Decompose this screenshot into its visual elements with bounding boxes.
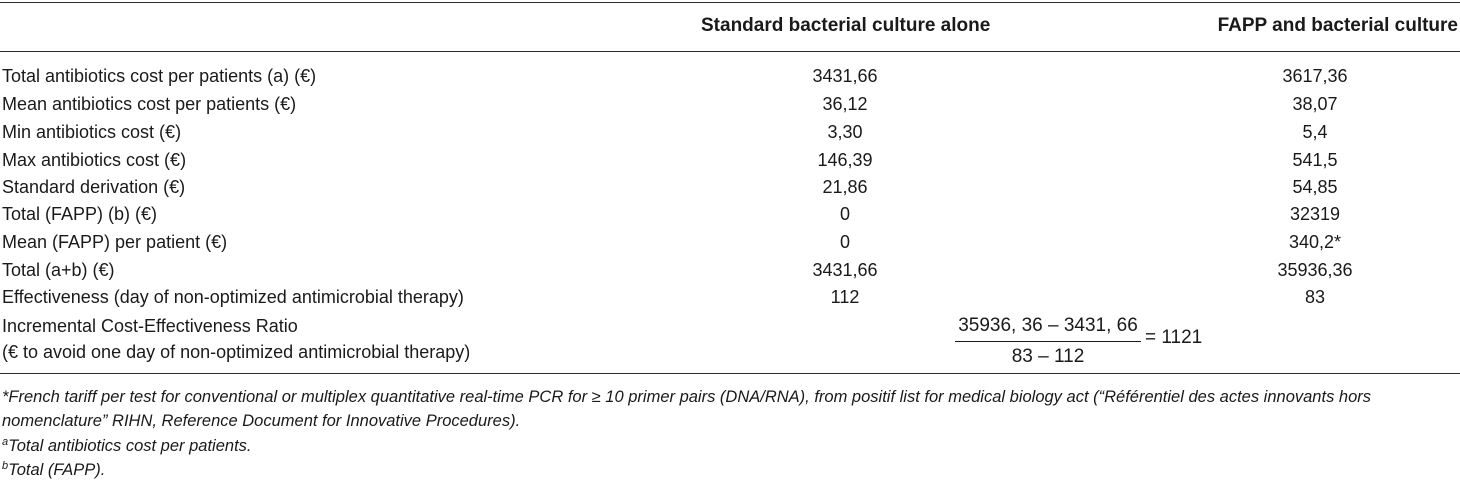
table-top-rule [0, 2, 1460, 3]
cell-fapp-culture: 38,07 [1292, 94, 1338, 114]
cell-standard-culture: 3,30 [827, 122, 863, 142]
cell-fapp-culture: 83 [1304, 287, 1326, 307]
cell-standard-culture: 112 [830, 287, 860, 307]
cell-standard-culture: 3431,66 [812, 66, 878, 86]
cell-standard-culture: 0 [839, 204, 850, 224]
table-row: Min antibiotics cost (€) 3,30 5,4 [0, 118, 1460, 146]
footnote-star-line2: nomenclature” RIHN, Reference Document f… [2, 412, 521, 430]
footnote-b-mark: b [2, 460, 9, 472]
table-row: Total (FAPP) (b) (€) 0 32319 [0, 200, 1460, 228]
table-bottom-rule [0, 373, 1460, 374]
footnote-a: aTotal antibiotics cost per patients. [2, 434, 251, 458]
cell-standard-culture: 3431,66 [812, 260, 878, 280]
cell-fapp-culture: 541,5 [1292, 150, 1338, 170]
row-label: Total (FAPP) (b) (€) [2, 204, 158, 224]
cell-standard-culture: 21,86 [822, 177, 868, 197]
footnote-b: bTotal (FAPP). [2, 458, 105, 482]
fraction-bar [955, 341, 1141, 342]
cell-fapp-culture: 54,85 [1292, 177, 1338, 197]
row-label: Standard derivation (€) [2, 177, 186, 197]
row-label: Mean (FAPP) per patient (€) [2, 232, 228, 252]
row-label: Effectiveness (day of non-optimized anti… [2, 287, 464, 307]
row-label: Mean antibiotics cost per patients (€) [2, 94, 297, 114]
footnote-a-text: Total antibiotics cost per patients. [8, 437, 252, 455]
table-row: Max antibiotics cost (€) 146,39 541,5 [0, 146, 1460, 174]
table-row: Effectiveness (day of non-optimized anti… [0, 283, 1460, 311]
row-label: Total (a+b) (€) [2, 260, 115, 280]
cell-fapp-culture: 32319 [1289, 204, 1341, 224]
row-label: Total antibiotics cost per patients (a) … [2, 66, 317, 86]
table-row: Mean (FAPP) per patient (€) 0 340,2* [0, 228, 1460, 256]
table-row: Total antibiotics cost per patients (a) … [0, 62, 1460, 90]
cell-standard-culture: 36,12 [822, 94, 868, 114]
icer-numerator: 35936, 36 – 3431, 66 [958, 315, 1138, 336]
cell-fapp-culture: 340,2* [1288, 232, 1342, 252]
table-row: Standard derivation (€) 21,86 54,85 [0, 173, 1460, 201]
footnote-a-mark: a [2, 436, 9, 448]
row-label: Max antibiotics cost (€) [2, 150, 187, 170]
icer-result: = 1121 [1145, 327, 1203, 348]
cell-fapp-culture: 3617,36 [1282, 66, 1348, 86]
cell-fapp-culture: 5,4 [1302, 122, 1328, 142]
icer-fraction: 35936, 36 – 3431, 66 83 – 112 [955, 313, 1141, 370]
table-row: Mean antibiotics cost per patients (€) 3… [0, 90, 1460, 118]
footnote-b-text: Total (FAPP). [8, 461, 106, 479]
row-label: Min antibiotics cost (€) [2, 122, 182, 142]
footnote-star-line1: *French tariff per test for conventional… [2, 388, 1372, 406]
icer-denominator: 83 – 112 [1011, 346, 1085, 367]
cell-fapp-culture: 35936,36 [1277, 260, 1353, 280]
icer-label-line2: (€ to avoid one day of non-optimized ant… [2, 342, 471, 362]
column-header-fapp-culture: FAPP and bacterial culture [1217, 15, 1458, 36]
header-separator-rule [0, 51, 1460, 52]
cell-standard-culture: 146,39 [817, 150, 873, 170]
icer-label-line1: Incremental Cost-Effectiveness Ratio [2, 316, 298, 336]
cell-standard-culture: 0 [839, 232, 850, 252]
table-row: Total (a+b) (€) 3431,66 35936,36 [0, 256, 1460, 284]
column-header-standard-culture: Standard bacterial culture alone [701, 15, 991, 36]
